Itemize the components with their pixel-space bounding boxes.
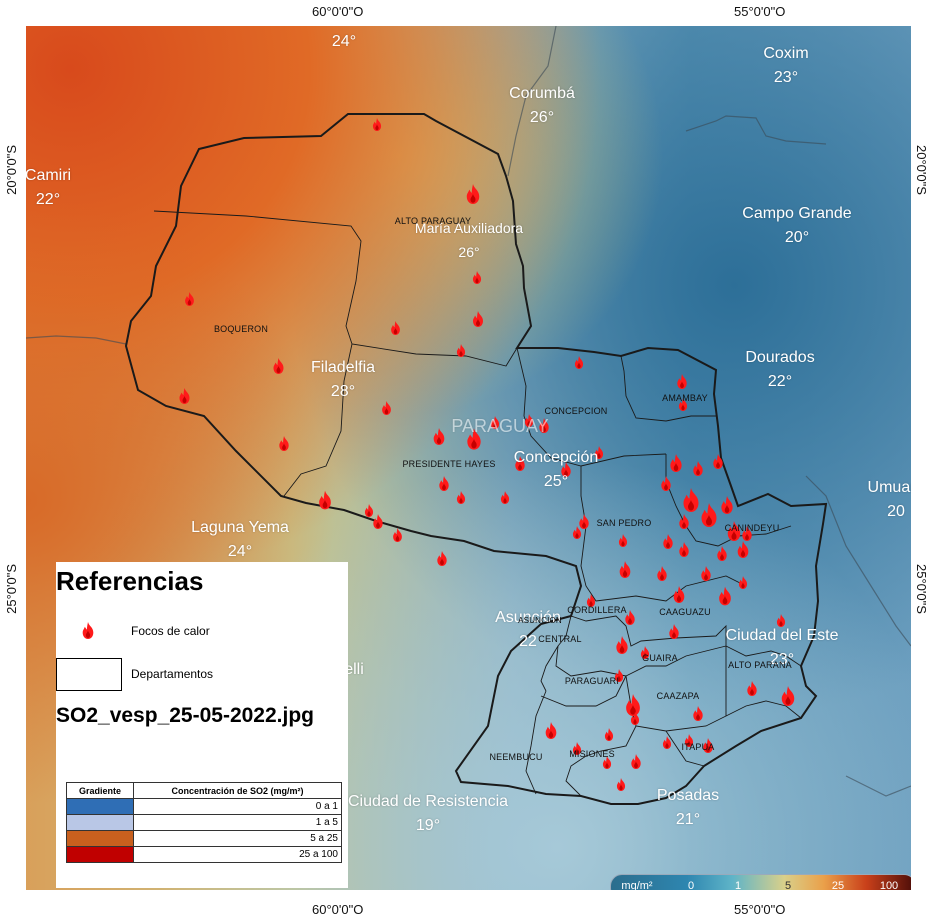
colorbar-tick: 1	[734, 880, 742, 890]
department-label: BOQUERON	[213, 324, 269, 334]
gradient-swatch	[66, 846, 134, 863]
city-label: Filadelfia 28°	[310, 359, 376, 400]
city-label: María Auxiliadora 26°	[414, 220, 524, 260]
gradient-row: 1 a 5	[66, 814, 342, 831]
department-label: CORDILLERA	[567, 605, 627, 615]
colorbar-tick: 25	[831, 880, 845, 890]
city-label: Ciudad de Resistencia 19°	[347, 793, 509, 834]
department-label: CANINDEYU	[724, 523, 780, 533]
neighbor-borders	[26, 26, 911, 797]
city-label: Asunción 22	[495, 609, 561, 650]
gradient-table: Gradiente Concentración de SO2 (mg/m²) 0…	[66, 782, 342, 863]
department-label: CAAGUAZU	[659, 607, 711, 617]
department-label: CENTRAL	[538, 634, 582, 644]
city-label: Umuara20	[867, 479, 911, 520]
city-label: Posadas 21°	[656, 787, 720, 828]
longitude-label-top: 60°0'0"O	[312, 4, 364, 19]
legend-title: Referencias	[56, 566, 204, 596]
gradient-value: 25 a 100	[133, 846, 342, 863]
gradient-row: 25 a 100	[66, 846, 342, 863]
fire-icon	[82, 622, 94, 639]
colorbar-tick: 100	[879, 880, 899, 890]
department-label: ALTO PARANA	[728, 660, 792, 670]
city-label: Camiri 22°	[26, 167, 72, 208]
department-label: PARAGUARI	[564, 676, 620, 686]
gradient-table-header: Gradiente Concentración de SO2 (mg/m²)	[66, 782, 342, 799]
gradient-swatch	[66, 830, 134, 847]
colorbar-tick: 5	[784, 880, 792, 890]
gradient-row: 0 a 1	[66, 798, 342, 815]
concentration-header: Concentración de SO2 (mg/m²)	[133, 782, 342, 799]
city-label: Corumbá 26°	[509, 85, 575, 126]
paraguay-outline	[124, 113, 828, 805]
city-label: Concepción 25°	[513, 449, 599, 490]
department-label: GUAIRA	[642, 653, 678, 663]
legend-panel: Referencias Focos de calor Departamentos…	[56, 562, 348, 888]
longitude-label-bottom: 55°0'0"O	[734, 902, 786, 917]
latitude-label-right: 20°0'0"S	[914, 145, 929, 195]
legend-department-swatch	[56, 658, 122, 691]
department-label: AMAMBAY	[662, 393, 708, 403]
department-label: CONCEPCION	[544, 406, 608, 416]
department-label: ITAPUA	[681, 742, 715, 752]
city-label: Ciudad del Este 23°	[725, 627, 839, 668]
department-label: NEEMBUCU	[489, 752, 543, 762]
gradient-value: 0 a 1	[133, 798, 342, 815]
gradient-row: 5 a 25	[66, 830, 342, 847]
colorbar-unit: mg/m²	[621, 880, 653, 890]
colorbar-tick: 0	[687, 880, 695, 890]
city-label: Laguna Yema 24°	[191, 519, 289, 560]
department-label: MISIONES	[569, 749, 615, 759]
gradient-swatch	[66, 814, 134, 831]
longitude-label-bottom: 60°0'0"O	[312, 902, 364, 917]
gradient-value: 5 a 25	[133, 830, 342, 847]
city-label: elli	[344, 661, 364, 678]
latitude-label-left: 20°0'0"S	[4, 145, 19, 195]
city-label: Coxim 23°	[763, 45, 809, 86]
gradient-header: Gradiente	[66, 782, 134, 799]
legend-department-label: Departamentos	[131, 667, 214, 681]
country-label: PARAGUAY	[451, 416, 549, 436]
city-label: Campo Grande 20°	[742, 205, 852, 246]
city-label: Dourados 22°	[745, 349, 815, 390]
legend-fire-label: Focos de calor	[131, 624, 210, 638]
department-label: PRESIDENTE HAYES	[402, 459, 496, 469]
department-borders	[153, 210, 802, 797]
city-label: 24°	[331, 33, 357, 50]
latitude-label-right: 25°0'0"S	[914, 564, 929, 614]
legend-file-name: SO2_vesp_25-05-2022.jpg	[56, 704, 314, 727]
department-label: ALTO PARAGUAY	[394, 216, 472, 226]
department-label: CAAZAPA	[656, 691, 700, 701]
gradient-value: 1 a 5	[133, 814, 342, 831]
colorbar: mg/m² 0 1 5 25 100	[610, 874, 911, 890]
latitude-label-left: 25°0'0"S	[4, 564, 19, 614]
department-label: SAN PEDRO	[596, 518, 652, 528]
department-label: ASUNCION	[518, 616, 562, 625]
gradient-swatch	[66, 798, 134, 815]
longitude-label-top: 55°0'0"O	[734, 4, 786, 19]
